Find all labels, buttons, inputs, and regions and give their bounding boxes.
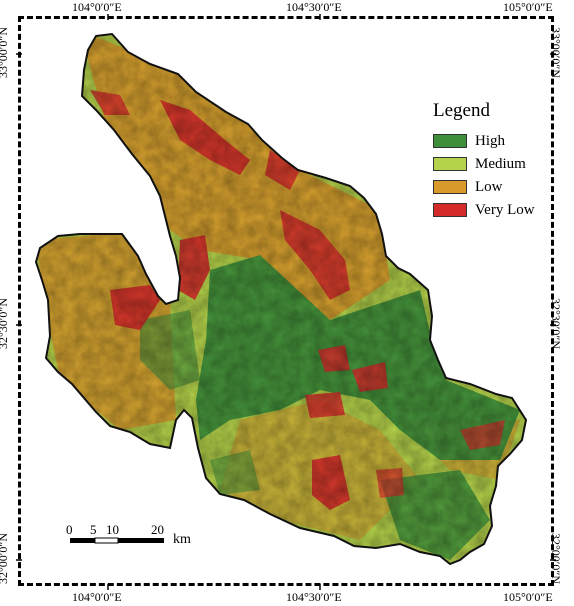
graticule-label-bottom-3: 105°0′0″E (503, 590, 553, 604)
legend-label-very-low: Very Low (475, 201, 535, 218)
scale-tick-0: 0 (66, 522, 73, 537)
legend-label-low: Low (475, 178, 503, 195)
legend-item-very-low: Very Low (433, 201, 535, 219)
graticule-label-left-2: 32°30′0″N (0, 297, 11, 350)
graticule-label-top-1: 104°0′0″E (72, 0, 122, 14)
graticule-label-left-3: 32°00′0″N (0, 532, 11, 585)
legend-label-medium: Medium (475, 155, 526, 172)
legend-swatch-low (433, 180, 467, 194)
scale-unit: km (173, 532, 191, 547)
legend-item-medium: Medium (433, 155, 526, 173)
scale-tick-20: 20 (151, 522, 164, 537)
graticule-label-right-2: 32°30′0″N (549, 297, 564, 350)
legend-swatch-medium (433, 157, 467, 171)
map-neatline (18, 16, 554, 586)
graticule-label-bottom-1: 104°0′0″E (72, 590, 122, 604)
scale-tick-10: 10 (106, 522, 119, 537)
legend-swatch-very-low (433, 203, 467, 217)
graticule-label-bottom-2: 104°30′0″E (286, 590, 342, 604)
legend-item-low: Low (433, 178, 503, 196)
scale-bar (70, 537, 164, 544)
legend-title: Legend (433, 100, 490, 121)
legend-swatch-high (433, 134, 467, 148)
graticule-label-top-2: 104°30′0″E (286, 0, 342, 14)
graticule-label-right-1: 33°00′0″N (549, 26, 564, 79)
legend-item-high: High (433, 132, 505, 150)
scale-tick-5: 5 (90, 522, 97, 537)
graticule-label-right-3: 32°00′0″N (549, 532, 564, 585)
graticule-label-left-1: 33°00′0″N (0, 26, 11, 79)
legend-label-high: High (475, 132, 505, 149)
graticule-label-top-3: 105°0′0″E (503, 0, 553, 14)
graticule-ticks (16, 14, 556, 590)
